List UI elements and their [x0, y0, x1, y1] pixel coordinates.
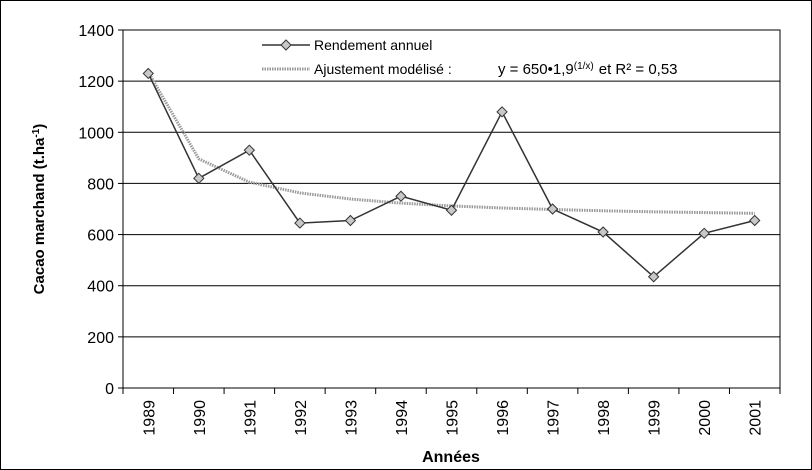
equation-base: y = 650•1,9 — [498, 61, 574, 78]
x-tick-label: 2000 — [697, 400, 714, 436]
equation: y = 650•1,9(1/x) et R² = 0,53 — [498, 61, 678, 79]
data-marker — [445, 204, 458, 216]
equation-exponent: (1/x) — [574, 61, 594, 72]
x-tick-label: 1998 — [596, 400, 613, 436]
x-tick-label: 1989 — [141, 400, 158, 436]
data-marker — [193, 172, 205, 185]
y-tick-label: 400 — [87, 279, 114, 296]
data-marker — [142, 67, 154, 80]
y-tick-label: 1400 — [78, 23, 114, 40]
equation-rest: et R² = 0,53 — [599, 61, 678, 78]
y-axis-label: Cacao marchand (t.ha-1) — [31, 124, 49, 295]
data-marker — [647, 271, 660, 283]
x-tick-label: 1991 — [242, 400, 259, 436]
data-marker — [749, 214, 761, 227]
y-tick-label: 200 — [87, 330, 114, 347]
data-marker — [698, 227, 710, 240]
legend-label: Ajustement modélisé : — [314, 61, 452, 77]
x-tick-label: 1999 — [647, 400, 664, 436]
x-tick-label: 1993 — [343, 400, 360, 436]
y-tick-label: 800 — [87, 176, 114, 193]
x-tick-label: 1992 — [293, 400, 310, 436]
legend-label: Rendement annuel — [314, 37, 432, 53]
y-tick-label: 0 — [105, 381, 114, 398]
y-label-superscript: -1 — [31, 128, 42, 137]
data-marker — [395, 190, 407, 202]
y-tick-label: 1200 — [78, 74, 114, 91]
y-label-main: Cacao marchand (t.ha — [31, 137, 48, 294]
y-tick-label: 600 — [87, 228, 114, 245]
x-tick-label: 1997 — [546, 400, 563, 436]
y-tick-label: 1000 — [78, 125, 114, 142]
x-tick-label: 1990 — [192, 400, 209, 436]
plot-frame — [122, 29, 781, 389]
y-label-end: ) — [31, 124, 48, 129]
data-marker — [243, 144, 256, 156]
legend-marker — [280, 39, 292, 51]
data-marker — [546, 203, 559, 215]
x-axis-label: Années — [422, 449, 480, 466]
x-tick-label: 1996 — [495, 400, 512, 436]
data-marker — [294, 217, 306, 229]
data-marker — [496, 106, 508, 118]
data-marker — [597, 226, 609, 238]
x-tick-label: 1995 — [445, 400, 462, 436]
x-tick-label: 2001 — [748, 400, 765, 436]
x-tick-label: 1994 — [394, 400, 411, 436]
series-line — [146, 71, 755, 215]
data-marker — [344, 214, 357, 227]
